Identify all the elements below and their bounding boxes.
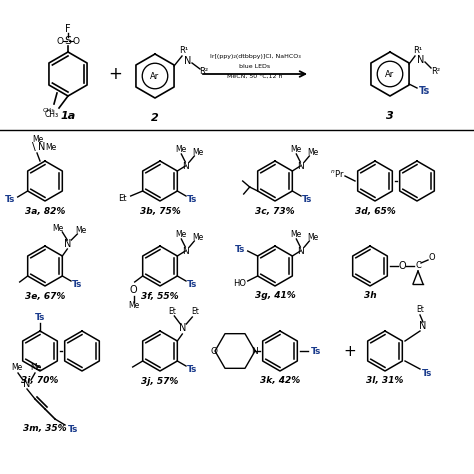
Text: 3m, 35%: 3m, 35%	[23, 425, 67, 434]
Text: Me: Me	[32, 135, 44, 144]
Text: R¹: R¹	[179, 46, 189, 55]
Text: Me: Me	[308, 147, 319, 156]
Text: 3c, 73%: 3c, 73%	[255, 207, 295, 216]
Text: Ts: Ts	[302, 195, 312, 204]
Text: 3h: 3h	[364, 292, 376, 301]
Text: Me: Me	[291, 145, 302, 154]
Text: Me: Me	[53, 224, 64, 233]
Text: N: N	[184, 56, 191, 66]
Text: Me: Me	[30, 364, 42, 373]
Text: N: N	[419, 321, 427, 331]
Text: N: N	[182, 246, 189, 255]
Text: CH₃: CH₃	[45, 109, 59, 118]
Text: O: O	[130, 285, 137, 295]
Text: HO: HO	[233, 279, 246, 288]
Text: Me: Me	[291, 229, 302, 238]
Text: Ts: Ts	[419, 86, 430, 96]
Text: 1a: 1a	[60, 111, 76, 121]
Text: \: \	[32, 142, 36, 152]
Text: C: C	[415, 262, 421, 271]
Text: CH₃: CH₃	[42, 108, 54, 112]
Text: 3k, 42%: 3k, 42%	[260, 376, 300, 385]
Text: 3i, 70%: 3i, 70%	[21, 376, 59, 385]
Text: 2: 2	[151, 113, 159, 123]
Text: 3j, 57%: 3j, 57%	[141, 376, 179, 385]
Text: S: S	[64, 36, 72, 46]
Text: Me: Me	[176, 145, 187, 154]
Text: Ts: Ts	[35, 312, 45, 321]
Text: Ts: Ts	[311, 346, 321, 356]
Text: O: O	[73, 36, 80, 46]
Text: Ts: Ts	[235, 245, 245, 254]
Text: Me: Me	[11, 364, 23, 373]
Text: Ir[(ppy)₂(dtbbpy)]Cl, NaHCO₃: Ir[(ppy)₂(dtbbpy)]Cl, NaHCO₃	[210, 54, 301, 58]
Text: 3l, 31%: 3l, 31%	[366, 376, 404, 385]
Text: F: F	[65, 24, 71, 34]
Text: Me: Me	[308, 233, 319, 241]
Text: N: N	[179, 323, 186, 333]
Text: Me: Me	[176, 229, 187, 238]
Text: O: O	[398, 261, 406, 271]
Text: R²: R²	[200, 66, 209, 75]
Text: 3e, 67%: 3e, 67%	[25, 292, 65, 301]
Text: Ts: Ts	[4, 194, 15, 203]
Text: N: N	[64, 239, 71, 249]
Text: N: N	[297, 162, 304, 171]
Text: Et: Et	[191, 308, 199, 317]
Text: 3b, 75%: 3b, 75%	[140, 207, 181, 216]
Text: Me: Me	[128, 301, 139, 310]
Text: $^n$Pr: $^n$Pr	[330, 167, 344, 179]
Text: O: O	[428, 254, 435, 263]
Text: MeCN, 50 °C,12 h: MeCN, 50 °C,12 h	[227, 73, 283, 79]
Text: Me: Me	[193, 147, 204, 156]
Text: blue LEDs: blue LEDs	[239, 64, 271, 69]
Text: N: N	[23, 379, 31, 389]
Text: Ts: Ts	[187, 365, 197, 374]
Text: Et: Et	[118, 193, 127, 202]
Text: Ar: Ar	[385, 70, 395, 79]
Text: O: O	[56, 36, 64, 46]
Text: 3a, 82%: 3a, 82%	[25, 207, 65, 216]
Text: +: +	[344, 344, 356, 358]
Text: Et: Et	[168, 307, 176, 316]
Text: Ts: Ts	[187, 280, 197, 289]
Text: N: N	[38, 142, 46, 152]
Text: 3g, 41%: 3g, 41%	[255, 292, 295, 301]
Text: N: N	[297, 246, 304, 255]
Text: Ts: Ts	[422, 368, 432, 377]
Text: 3f, 55%: 3f, 55%	[141, 292, 179, 301]
Text: N: N	[252, 346, 258, 356]
Text: Ts: Ts	[72, 280, 82, 289]
Text: Me: Me	[76, 226, 87, 235]
Text: 3: 3	[386, 111, 394, 121]
Text: N: N	[417, 55, 425, 65]
Text: Me: Me	[193, 233, 204, 241]
Text: O: O	[210, 346, 218, 356]
Text: Ar: Ar	[150, 72, 160, 81]
Text: 3d, 65%: 3d, 65%	[355, 207, 395, 216]
Text: R¹: R¹	[413, 46, 423, 55]
Text: Et: Et	[416, 306, 424, 315]
Text: Ts: Ts	[68, 425, 78, 434]
Text: N: N	[182, 162, 189, 171]
Text: Ts: Ts	[187, 195, 197, 204]
Text: +: +	[108, 65, 122, 83]
Text: R²: R²	[431, 66, 440, 75]
Text: Me: Me	[46, 143, 56, 152]
